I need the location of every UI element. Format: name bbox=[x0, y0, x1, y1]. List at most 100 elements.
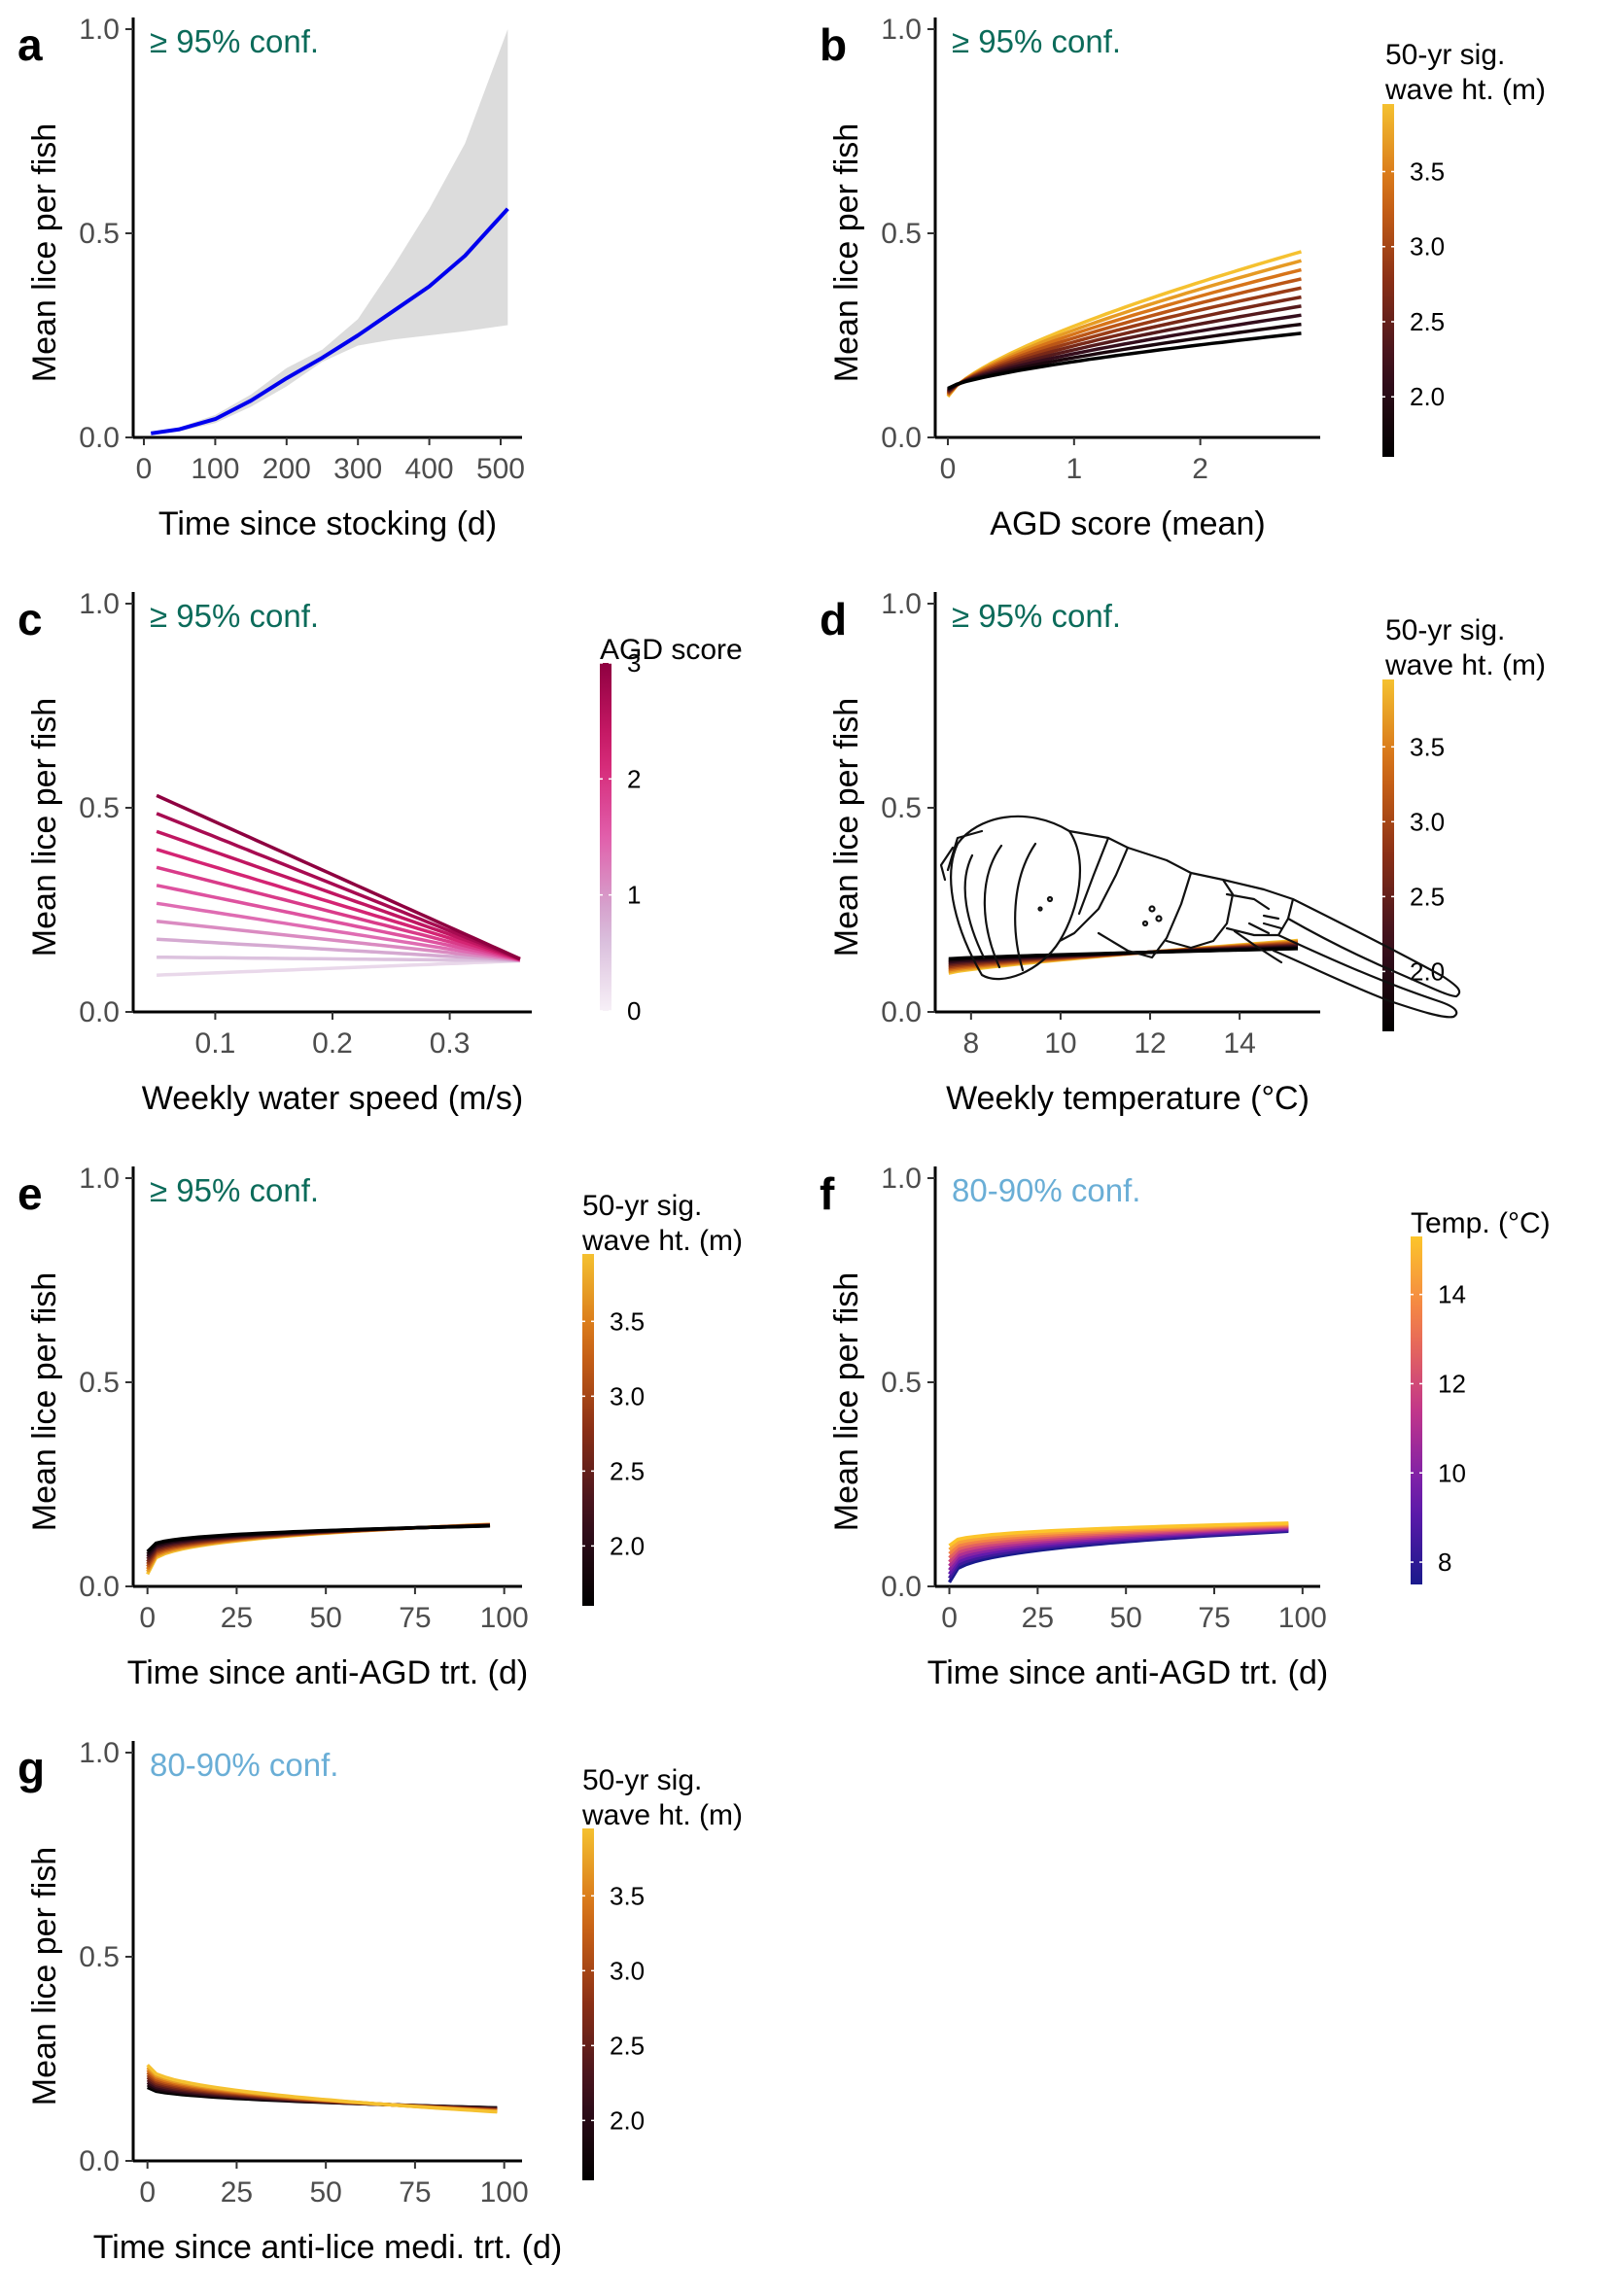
sea-louse-illustration bbox=[939, 815, 1461, 1019]
colorbar-tick-label: 3.5 bbox=[610, 1881, 645, 1910]
colorbar: AGD score 0 1 2 3 bbox=[600, 634, 743, 1026]
series-line bbox=[156, 920, 521, 962]
y-tick-label: 1.0 bbox=[881, 14, 922, 46]
series-line bbox=[156, 848, 521, 961]
y-tick-label: 1.0 bbox=[79, 1737, 120, 1769]
x-axis-label: Time since stocking (d) bbox=[158, 505, 497, 542]
series-line bbox=[946, 277, 1302, 396]
x-tick-label: 50 bbox=[1109, 1602, 1141, 1634]
x-tick-label: 300 bbox=[333, 453, 382, 485]
x-tick-label: 100 bbox=[480, 1602, 529, 1634]
colorbar-title: wave ht. (m) bbox=[581, 1799, 743, 1831]
colorbar-tick-label: 3.5 bbox=[1410, 157, 1445, 187]
panel-b: b 0.0 0.5 1.0 0 1 2 AGD score (mean) Mean lice p… bbox=[820, 14, 1546, 542]
x-tick-label: 14 bbox=[1223, 1027, 1255, 1060]
y-axis-label: Mean lice per fish bbox=[828, 123, 865, 382]
confidence-band bbox=[151, 29, 508, 435]
panel-letter: g bbox=[17, 1743, 45, 1793]
y-tick-label: 0.0 bbox=[79, 1571, 120, 1603]
y-axis-label: Mean lice per fish bbox=[26, 1847, 63, 2105]
panel-a: a 0.0 0.5 1.0 0 100 200 300 400 500 Time since sto… bbox=[17, 14, 525, 542]
x-axis-label: Weekly temperature (°C) bbox=[946, 1080, 1310, 1117]
panel-letter: f bbox=[820, 1168, 835, 1219]
colorbar-tick-label: 2.5 bbox=[1410, 882, 1445, 911]
series-line bbox=[948, 1521, 1289, 1548]
panel-letter: a bbox=[17, 19, 43, 70]
x-tick-label: 100 bbox=[1278, 1602, 1327, 1634]
panel-letter: e bbox=[17, 1168, 43, 1219]
series-line bbox=[947, 331, 1302, 391]
y-tick-label: 0.0 bbox=[79, 996, 120, 1028]
y-tick-label: 1.0 bbox=[79, 1163, 120, 1195]
colorbar-title: wave ht. (m) bbox=[1384, 74, 1546, 106]
x-tick-label: 10 bbox=[1044, 1027, 1076, 1060]
panel-c: c 0.0 0.5 1.0 0.1 0.2 0.3 Weekly water speed (m… bbox=[17, 588, 743, 1117]
colorbar: Temp. (°C) 8 10 12 14 bbox=[1411, 1207, 1551, 1584]
series-line bbox=[156, 884, 521, 962]
x-tick-label: 0 bbox=[139, 2176, 156, 2209]
colorbar-title: 50-yr sig. bbox=[582, 1764, 702, 1796]
x-tick-label: 500 bbox=[476, 453, 525, 485]
y-tick-label: 0.5 bbox=[79, 218, 120, 250]
panel-letter: b bbox=[820, 19, 847, 70]
y-tick-label: 0.5 bbox=[881, 218, 922, 250]
colorbar-tick-label: 3.0 bbox=[1410, 232, 1445, 261]
colorbar-gradient bbox=[582, 1254, 594, 1606]
series-line bbox=[146, 1524, 491, 1553]
y-tick-label: 0.0 bbox=[881, 422, 922, 454]
x-axis-label: AGD score (mean) bbox=[990, 505, 1265, 542]
x-tick-label: 25 bbox=[1022, 1602, 1054, 1634]
x-tick-label: 0.2 bbox=[312, 1027, 353, 1060]
series-line bbox=[156, 865, 521, 961]
colorbar-title: AGD score bbox=[600, 634, 743, 666]
colorbar-tick-label: 3.5 bbox=[610, 1306, 645, 1336]
confidence-annotation: ≥ 95% conf. bbox=[150, 23, 319, 59]
series-line bbox=[947, 322, 1302, 392]
colorbar-title: wave ht. (m) bbox=[1384, 649, 1546, 681]
series-line bbox=[156, 829, 521, 961]
y-tick-label: 1.0 bbox=[881, 1163, 922, 1195]
y-tick-label: 0.5 bbox=[881, 1367, 922, 1399]
y-axis-label: Mean lice per fish bbox=[26, 698, 63, 957]
x-tick-label: 0 bbox=[940, 453, 957, 485]
x-tick-label: 200 bbox=[262, 453, 311, 485]
colorbar: 50-yr sig.wave ht. (m)2.02.53.03.5 bbox=[1382, 614, 1546, 1031]
panel-g: g 0.0 0.5 1.0 0 25 50 75 100 Time since anti-lice… bbox=[17, 1737, 743, 2266]
colorbar-title: 50-yr sig. bbox=[582, 1190, 702, 1222]
x-tick-label: 75 bbox=[1198, 1602, 1230, 1634]
y-tick-label: 1.0 bbox=[881, 588, 922, 620]
x-axis-label: Time since anti-AGD trt. (d) bbox=[127, 1654, 528, 1691]
y-tick-label: 0.0 bbox=[881, 1571, 922, 1603]
series-line bbox=[946, 259, 1302, 398]
series-line bbox=[946, 295, 1302, 394]
x-tick-label: 0.3 bbox=[430, 1027, 471, 1060]
colorbar-tick-label: 2.5 bbox=[610, 2031, 645, 2060]
x-axis-label: Time since anti-lice medi. trt. (d) bbox=[93, 2229, 562, 2266]
colorbar: 50-yr sig.wave ht. (m)2.02.53.03.5 bbox=[1382, 39, 1546, 457]
panel-f: f 0.0 0.5 1.0 0 25 50 75 100 Time since anti-AGD … bbox=[820, 1163, 1551, 1691]
y-tick-label: 1.0 bbox=[79, 14, 120, 46]
y-axis-label: Mean lice per fish bbox=[828, 1272, 865, 1531]
colorbar-title: 50-yr sig. bbox=[1385, 39, 1505, 71]
y-tick-label: 0.0 bbox=[79, 422, 120, 454]
x-tick-label: 0 bbox=[941, 1602, 958, 1634]
series-line bbox=[946, 250, 1302, 399]
series-line bbox=[146, 2064, 498, 2114]
x-tick-label: 75 bbox=[399, 2176, 431, 2209]
y-tick-label: 0.5 bbox=[79, 1941, 120, 1973]
x-tick-label: 1 bbox=[1066, 453, 1082, 485]
y-tick-label: 0.0 bbox=[79, 2145, 120, 2177]
colorbar-tick-label: 10 bbox=[1438, 1458, 1466, 1487]
x-tick-label: 400 bbox=[405, 453, 454, 485]
colorbar-gradient bbox=[1382, 679, 1394, 1031]
x-tick-label: 2 bbox=[1192, 453, 1208, 485]
colorbar-tick-label: 2 bbox=[627, 764, 641, 793]
series-line bbox=[151, 207, 509, 435]
x-tick-label: 0.1 bbox=[195, 1027, 236, 1060]
colorbar: 50-yr sig.wave ht. (m)2.02.53.03.5 bbox=[581, 1190, 743, 1606]
x-axis-label: Weekly water speed (m/s) bbox=[142, 1080, 523, 1117]
colorbar-tick-label: 3.0 bbox=[610, 1956, 645, 1985]
x-tick-label: 100 bbox=[191, 453, 239, 485]
series-line bbox=[156, 937, 521, 962]
colorbar-tick-label: 3.0 bbox=[1410, 807, 1445, 836]
